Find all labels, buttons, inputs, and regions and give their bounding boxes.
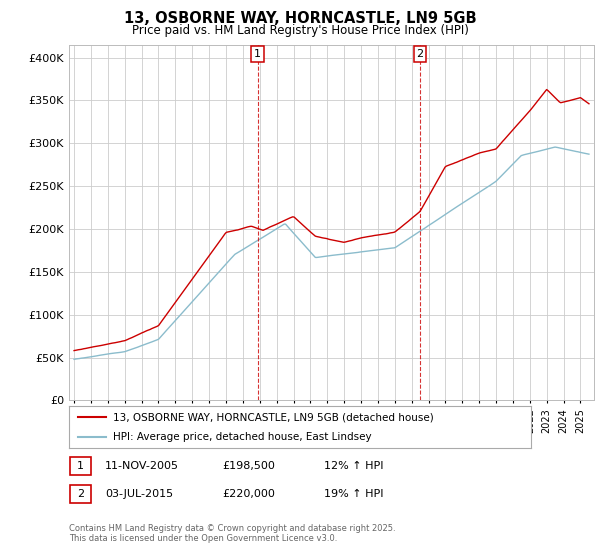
FancyBboxPatch shape (70, 485, 91, 503)
Text: 2: 2 (416, 49, 424, 59)
Text: £220,000: £220,000 (222, 489, 275, 499)
Text: Price paid vs. HM Land Registry's House Price Index (HPI): Price paid vs. HM Land Registry's House … (131, 24, 469, 36)
FancyBboxPatch shape (70, 457, 91, 475)
Text: 1: 1 (254, 49, 261, 59)
Text: 2: 2 (77, 489, 84, 499)
Text: Contains HM Land Registry data © Crown copyright and database right 2025.
This d: Contains HM Land Registry data © Crown c… (69, 524, 395, 543)
Text: 1: 1 (77, 461, 84, 471)
Text: 13, OSBORNE WAY, HORNCASTLE, LN9 5GB: 13, OSBORNE WAY, HORNCASTLE, LN9 5GB (124, 11, 476, 26)
Text: 19% ↑ HPI: 19% ↑ HPI (324, 489, 383, 499)
Text: 12% ↑ HPI: 12% ↑ HPI (324, 461, 383, 471)
Text: £198,500: £198,500 (222, 461, 275, 471)
Text: HPI: Average price, detached house, East Lindsey: HPI: Average price, detached house, East… (113, 432, 371, 442)
Text: 03-JUL-2015: 03-JUL-2015 (105, 489, 173, 499)
Text: 13, OSBORNE WAY, HORNCASTLE, LN9 5GB (detached house): 13, OSBORNE WAY, HORNCASTLE, LN9 5GB (de… (113, 412, 434, 422)
Text: 11-NOV-2005: 11-NOV-2005 (105, 461, 179, 471)
